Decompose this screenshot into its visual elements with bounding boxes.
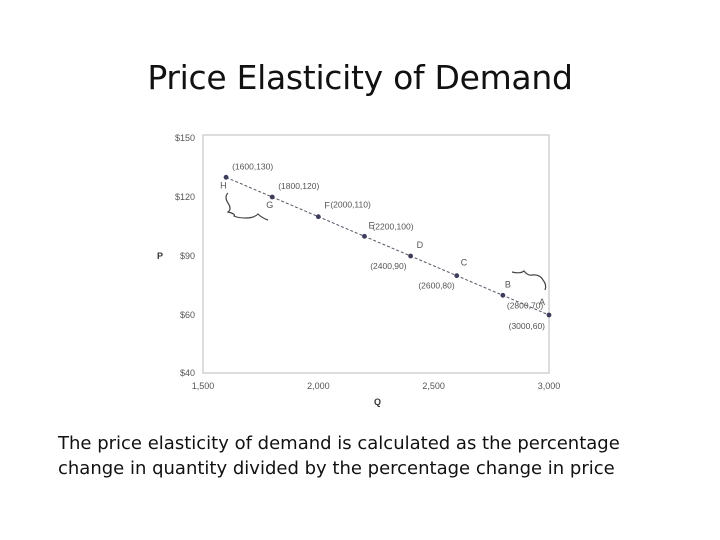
point-letter-label: A [539,297,545,307]
data-point-f [315,214,321,220]
data-point-d [408,253,413,259]
x-tick-label: 2,500 [422,381,445,391]
point-coordinate-label: (1600,130) [232,161,273,171]
data-point-b [500,292,506,298]
data-point-e [362,233,367,239]
y-tick-label: $120 [175,192,195,202]
data-point-h [223,174,229,180]
point-coordinate-label: (2400,90) [370,261,407,271]
point-letter-label: E [368,220,374,230]
point-coordinate-label: (2200,100) [372,221,413,231]
point-coordinate-label: (1800,120) [278,181,319,191]
y-tick-labels: $150 $120 $90 $60 $40 [175,133,195,378]
slide-title: Price Elasticity of Demand [147,58,573,97]
x-tick-label: 2,000 [307,381,330,391]
data-point-a [546,312,552,318]
point-letter-label: H [220,180,227,190]
caption-line-2: change in quantity divided by the percen… [58,458,615,479]
point-coordinate-label: (2600,80) [418,281,455,291]
data-point-c [454,273,460,279]
plot-frame [202,134,550,374]
point-letter-label: F [324,201,330,211]
point-labels: (1600,130) H (1800,120) G (2000,110)F (2200,1… [220,161,545,331]
y-tick-label: $40 [180,368,195,378]
demand-curve-line [225,176,550,316]
caption-line-1: The price elasticity of demand is calcul… [58,433,620,454]
x-tick-label: 3,000 [538,381,561,391]
x-tick-labels: 1,500 2,000 2,500 3,000 [192,381,561,391]
point-letter-label: G [266,200,273,210]
point-coordinate-label: (3000,60) [509,321,546,331]
point-coordinate-label: (2800,70) [507,300,544,310]
point-letter-label: B [505,279,511,289]
x-axis-title: Q [374,397,381,407]
left-brace [225,192,269,221]
y-tick-label: $150 [175,133,195,143]
y-tick-label: $90 [180,251,195,261]
right-brace [511,270,547,291]
point-letter-label: C [461,258,468,268]
y-tick-label: $60 [180,310,195,320]
point-coordinate-label: (2000,110) [330,200,371,210]
data-points [223,174,552,318]
caption: The price elasticity of demand is calcul… [58,431,678,481]
data-point-g [269,194,275,200]
y-axis-title: P [157,251,163,261]
point-letter-label: D [417,240,424,250]
x-tick-label: 1,500 [192,381,215,391]
